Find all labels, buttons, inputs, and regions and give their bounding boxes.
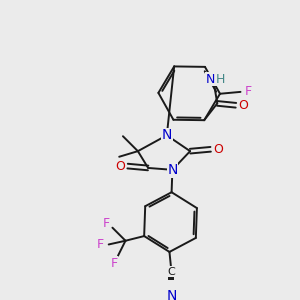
Text: O: O <box>213 143 223 156</box>
Text: O: O <box>238 99 248 112</box>
Text: N: N <box>162 128 172 142</box>
Text: F: F <box>111 256 118 270</box>
Text: N: N <box>206 73 215 85</box>
Text: F: F <box>244 85 251 98</box>
Text: H: H <box>215 73 225 85</box>
Text: N: N <box>167 163 178 177</box>
Text: N: N <box>166 289 176 300</box>
Text: F: F <box>97 238 104 251</box>
Text: C: C <box>167 266 175 277</box>
Text: O: O <box>115 160 125 172</box>
Text: F: F <box>102 218 110 230</box>
